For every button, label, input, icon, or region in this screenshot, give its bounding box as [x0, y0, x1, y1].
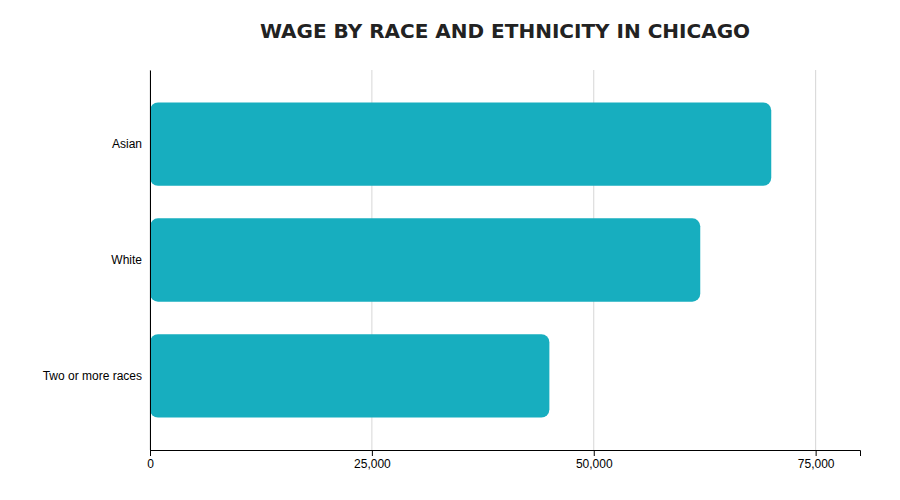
x-tick-label: 0 — [147, 457, 154, 471]
grid — [150, 70, 816, 450]
x-tick: 50,000 — [576, 450, 613, 471]
x-tick: 25,000 — [354, 450, 391, 471]
x-axis: 0 25,000 50,000 75,000 — [147, 450, 860, 471]
y-axis: Two or more races White Asian — [43, 71, 151, 451]
plot: 0 25,000 50,000 75,000 Two or more races Whit… — [43, 70, 861, 471]
x-tick-label: 25,000 — [354, 457, 391, 471]
bar — [150, 218, 700, 301]
grid-line — [815, 70, 816, 450]
bar — [150, 334, 549, 417]
x-tick: 75,000 — [798, 450, 835, 471]
y-tick-label: White — [111, 253, 142, 267]
y-tick-label: Two or more races — [43, 369, 142, 383]
x-tick-mark — [150, 450, 151, 456]
x-tick-mark — [816, 450, 817, 456]
x-tick-mark — [372, 450, 373, 456]
y-axis-line — [150, 71, 151, 451]
bars — [150, 102, 771, 417]
y-tick: White — [111, 253, 142, 267]
y-tick: Asian — [112, 137, 142, 151]
x-tick-mark — [594, 450, 595, 456]
x-axis-line — [151, 451, 861, 457]
x-tick-label: 75,000 — [798, 457, 835, 471]
x-tick: 0 — [147, 450, 154, 471]
chart-svg: 0 25,000 50,000 75,000 Two or more races Whit… — [0, 0, 900, 500]
title: WAGE BY RACE AND ETHNICITY IN CHICAGO — [260, 19, 750, 43]
y-tick: Two or more races — [43, 369, 142, 383]
chart-container: 0 25,000 50,000 75,000 Two or more races Whit… — [0, 0, 900, 500]
grid-line — [150, 70, 151, 450]
bar — [150, 102, 771, 185]
x-tick-label: 50,000 — [576, 457, 613, 471]
y-tick-label: Asian — [112, 137, 142, 151]
